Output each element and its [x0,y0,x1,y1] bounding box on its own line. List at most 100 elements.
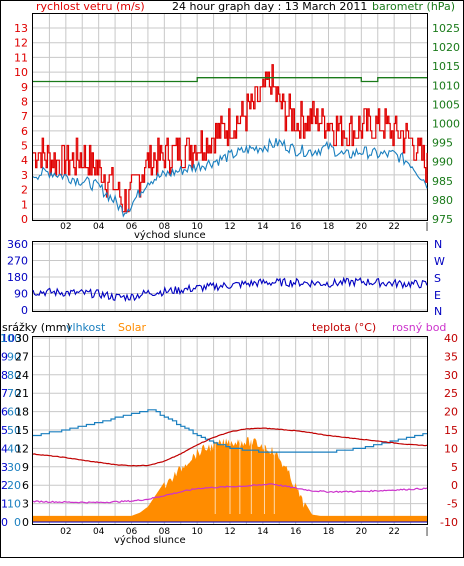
barometer-tick-label: 995 [432,137,453,150]
dew-point-axis-title: rosný bod [392,321,446,334]
temperature-line [32,427,428,467]
temperature-tick-label: 10 [444,442,458,455]
x-tick-label: 16 [290,527,302,537]
wind-tick-label: 9 [21,81,28,94]
direction-tick-label: 270 [7,255,28,268]
wind-tick-label: 2 [21,184,28,197]
wind-speed-line [33,64,428,213]
barometer-tick-label: 1000 [432,118,460,131]
panel2-left-ticks: 0 90 180 270 360 [7,238,28,317]
rain-tick-label: 4 [1,442,8,455]
temperature-tick-label: -5 [447,498,458,511]
humidity-tick-label: 0 [14,516,21,529]
solar-axis-title: Solar [118,321,147,334]
barometer-tick-label: 975 [432,213,453,226]
panel1-x-ticks: 02 04 06 08 10 12 14 16 18 20 22 | [60,222,428,232]
humidity-tick-label: 40 [7,442,21,455]
rain-tick-label: 2 [1,479,8,492]
wind-tick-label: 5 [21,140,28,153]
humidity-tick-label: 80 [7,369,21,382]
x-tick-label: 18 [323,222,335,232]
compass-n-bottom: N [434,305,442,318]
solar-tick-label: 9 [22,461,29,474]
barometer-tick-label: 980 [432,194,453,207]
rain-tick-label: 3 [1,461,8,474]
barometer-line [33,77,427,83]
temperature-tick-label: 20 [444,406,458,419]
x-tick-label: 02 [60,222,71,232]
direction-tick-label: 0 [21,304,28,317]
temperature-tick-label: 5 [451,461,458,474]
solar-tick-label: 27 [15,350,29,363]
wind-tick-label: 12 [14,37,28,50]
wind-tick-label: 10 [14,66,28,79]
solar-tick-label: 24 [15,369,29,382]
humidity-tick-label: 70 [7,387,21,400]
barometer-tick-label: 1020 [432,41,460,54]
panel2-series [32,276,428,303]
x-tick-label: 06 [126,222,138,232]
direction-tick-label: 180 [7,271,28,284]
rain-tick-label: 1 [1,498,8,511]
wind-tick-label: 13 [14,22,28,35]
wind-tick-label: 7 [21,110,28,123]
x-tick-label: 04 [93,222,105,232]
humidity-tick-label: 30 [7,461,21,474]
x-tick-label: 04 [93,527,105,537]
barometer-tick-label: 1025 [432,22,460,35]
x-tick-label: 10 [191,222,203,232]
x-tick-label: 08 [159,527,171,537]
humidity-axis-title: vlhkost [66,321,106,334]
rain-tick-label: 8 [1,369,8,382]
humidity-tick-label: 100 [0,332,21,345]
compass-e: E [434,289,441,302]
humidity-tick-label: 50 [7,424,21,437]
x-tick-label: 14 [257,527,269,537]
sunrise-label-bottom: východ slunce [114,534,186,546]
compass-w: W [434,255,445,268]
wind-tick-label: 3 [21,169,28,182]
wind-tick-label: 4 [21,154,28,167]
x-tick-label-end: | [425,222,428,232]
x-tick-label: 22 [388,527,399,537]
solar-tick-label: 3 [22,498,29,511]
temperature-tick-label: 25 [444,387,458,400]
x-tick-label: 22 [388,222,399,232]
compass-s: S [434,272,441,285]
barometer-tick-label: 985 [432,175,453,188]
x-tick-label: 20 [356,222,368,232]
temperature-tick-label: -10 [440,516,458,529]
wind-axis-title: rychlost vetru (m/s) [36,0,145,13]
rain-ticks: 0 1 2 3 4 5 6 7 8 9 10 [1,332,15,529]
wind-direction-line [32,276,428,303]
rain-tick-label: 10 [1,332,15,345]
x-tick-label: 02 [60,527,71,537]
wind-tick-label: 0 [21,213,28,226]
x-tick-label: 12 [224,527,235,537]
x-tick-label: 10 [191,527,203,537]
chart-title: 24 hour graph day : 13 March 2011 [172,0,367,13]
humidity-tick-label: 10 [7,498,21,511]
solar-tick-label: 15 [15,424,29,437]
wind-tick-label: 6 [21,125,28,138]
wind-average-line [32,137,428,218]
barometer-axis-title: barometr (hPa) [372,0,455,13]
x-tick-label: 08 [159,222,171,232]
panel3-series [32,409,428,523]
direction-tick-label: 90 [14,288,28,301]
x-tick-label: 06 [126,527,138,537]
panel1-right-ticks: 975 980 985 990 995 1000 1005 1010 1015 1020 1025 [432,22,460,226]
solar-tick-label: 0 [22,516,29,529]
rain-tick-label: 6 [1,406,8,419]
solar-tick-label: 30 [15,332,29,345]
rain-axis-title: srážky (mm) [2,321,71,334]
x-tick-label: 16 [290,222,302,232]
sunrise-label-top: východ slunce [134,229,206,241]
barometer-tick-label: 990 [432,156,453,169]
compass-n-top: N [434,238,442,251]
